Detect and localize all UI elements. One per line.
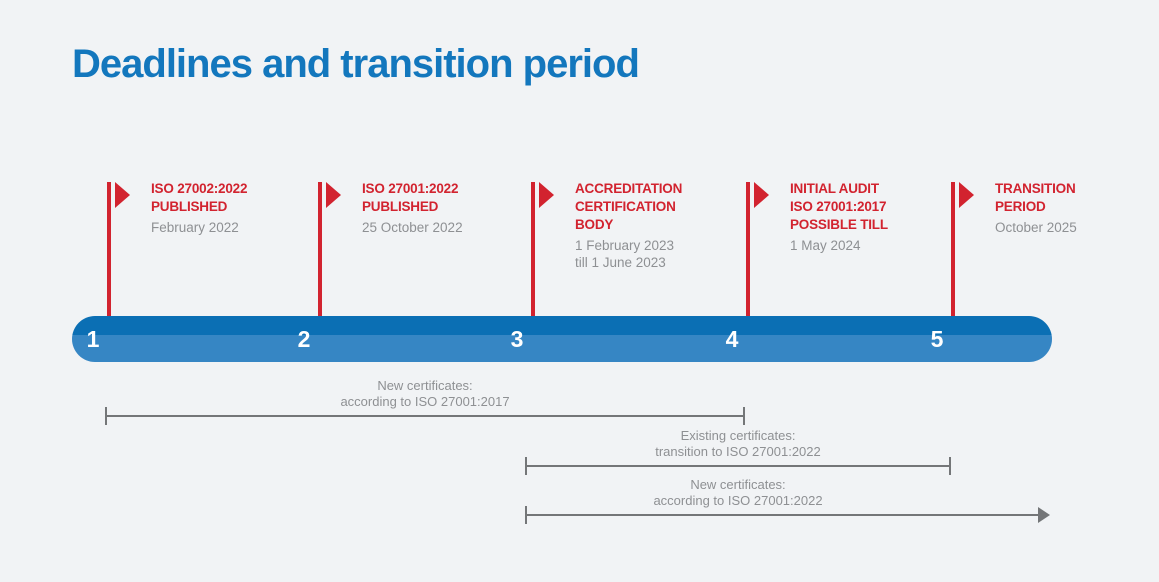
range-hline: [525, 465, 951, 467]
flag-pole-icon: [531, 182, 535, 335]
milestone-date: October 2025: [995, 220, 1077, 235]
range-label: New certificates: according to ISO 27001…: [653, 477, 823, 508]
range-hline: [105, 415, 745, 417]
milestone-label: INITIAL AUDIT ISO 27001:2017 POSSIBLE TI…: [790, 180, 965, 254]
milestone-heading: TRANSITION PERIOD: [995, 181, 1076, 214]
milestone-label: ISO 27001:2022 PUBLISHED 25 October 2022: [362, 180, 537, 236]
bar-number-4: 4: [725, 326, 739, 352]
bar-number-1: 1: [86, 326, 100, 352]
bar-number-5: 5: [930, 326, 944, 352]
arrowhead-icon: [1038, 507, 1050, 523]
range-label: New certificates: according to ISO 27001…: [340, 378, 510, 409]
flag-pole-icon: [746, 182, 750, 335]
milestone-3: ACCREDITATION CERTIFICATION BODY 1 Febru…: [526, 180, 753, 350]
range-line: [105, 407, 745, 425]
flag-icon: [539, 182, 554, 208]
milestone-5: TRANSITION PERIOD October 2025: [946, 180, 1159, 350]
milestone-label: ISO 27002:2022 PUBLISHED February 2022: [151, 180, 326, 236]
milestone-heading: INITIAL AUDIT ISO 27001:2017 POSSIBLE TI…: [790, 181, 888, 232]
flag-icon: [326, 182, 341, 208]
milestone-1: ISO 27002:2022 PUBLISHED February 2022: [102, 180, 329, 350]
range-cap-right-icon: [949, 457, 951, 475]
range-new-certificates-2022: New certificates: according to ISO 27001…: [525, 477, 1050, 527]
range-label: Existing certificates: transition to ISO…: [655, 428, 821, 459]
milestone-label: ACCREDITATION CERTIFICATION BODY 1 Febru…: [575, 180, 750, 271]
range-cap-right-icon: [743, 407, 745, 425]
milestone-date: 1 May 2024: [790, 238, 861, 253]
flag-icon: [959, 182, 974, 208]
flag-icon: [754, 182, 769, 208]
milestone-2: ISO 27001:2022 PUBLISHED 25 October 2022: [313, 180, 540, 350]
bar-number-3: 3: [510, 326, 524, 352]
milestone-date: 25 October 2022: [362, 220, 463, 235]
flag-pole-icon: [951, 182, 955, 335]
range-line: [525, 506, 1050, 524]
range-new-certificates-2017: New certificates: according to ISO 27001…: [105, 378, 745, 428]
page-title: Deadlines and transition period: [72, 42, 640, 86]
range-hline: [525, 514, 1039, 516]
milestone-date: 1 February 2023 till 1 June 2023: [575, 238, 675, 270]
range-line: [525, 457, 951, 475]
range-existing-certificates-transition: Existing certificates: transition to ISO…: [525, 428, 951, 478]
milestone-label: TRANSITION PERIOD October 2025: [995, 180, 1159, 236]
milestone-date: February 2022: [151, 220, 239, 235]
flag-pole-icon: [318, 182, 322, 335]
milestone-heading: ISO 27002:2022 PUBLISHED: [151, 181, 248, 214]
milestone-heading: ISO 27001:2022 PUBLISHED: [362, 181, 459, 214]
milestone-heading: ACCREDITATION CERTIFICATION BODY: [575, 181, 683, 232]
timeline-bar: 1 2 3 4 5: [72, 316, 1052, 362]
flag-icon: [115, 182, 130, 208]
bar-number-2: 2: [297, 326, 311, 352]
flag-pole-icon: [107, 182, 111, 335]
